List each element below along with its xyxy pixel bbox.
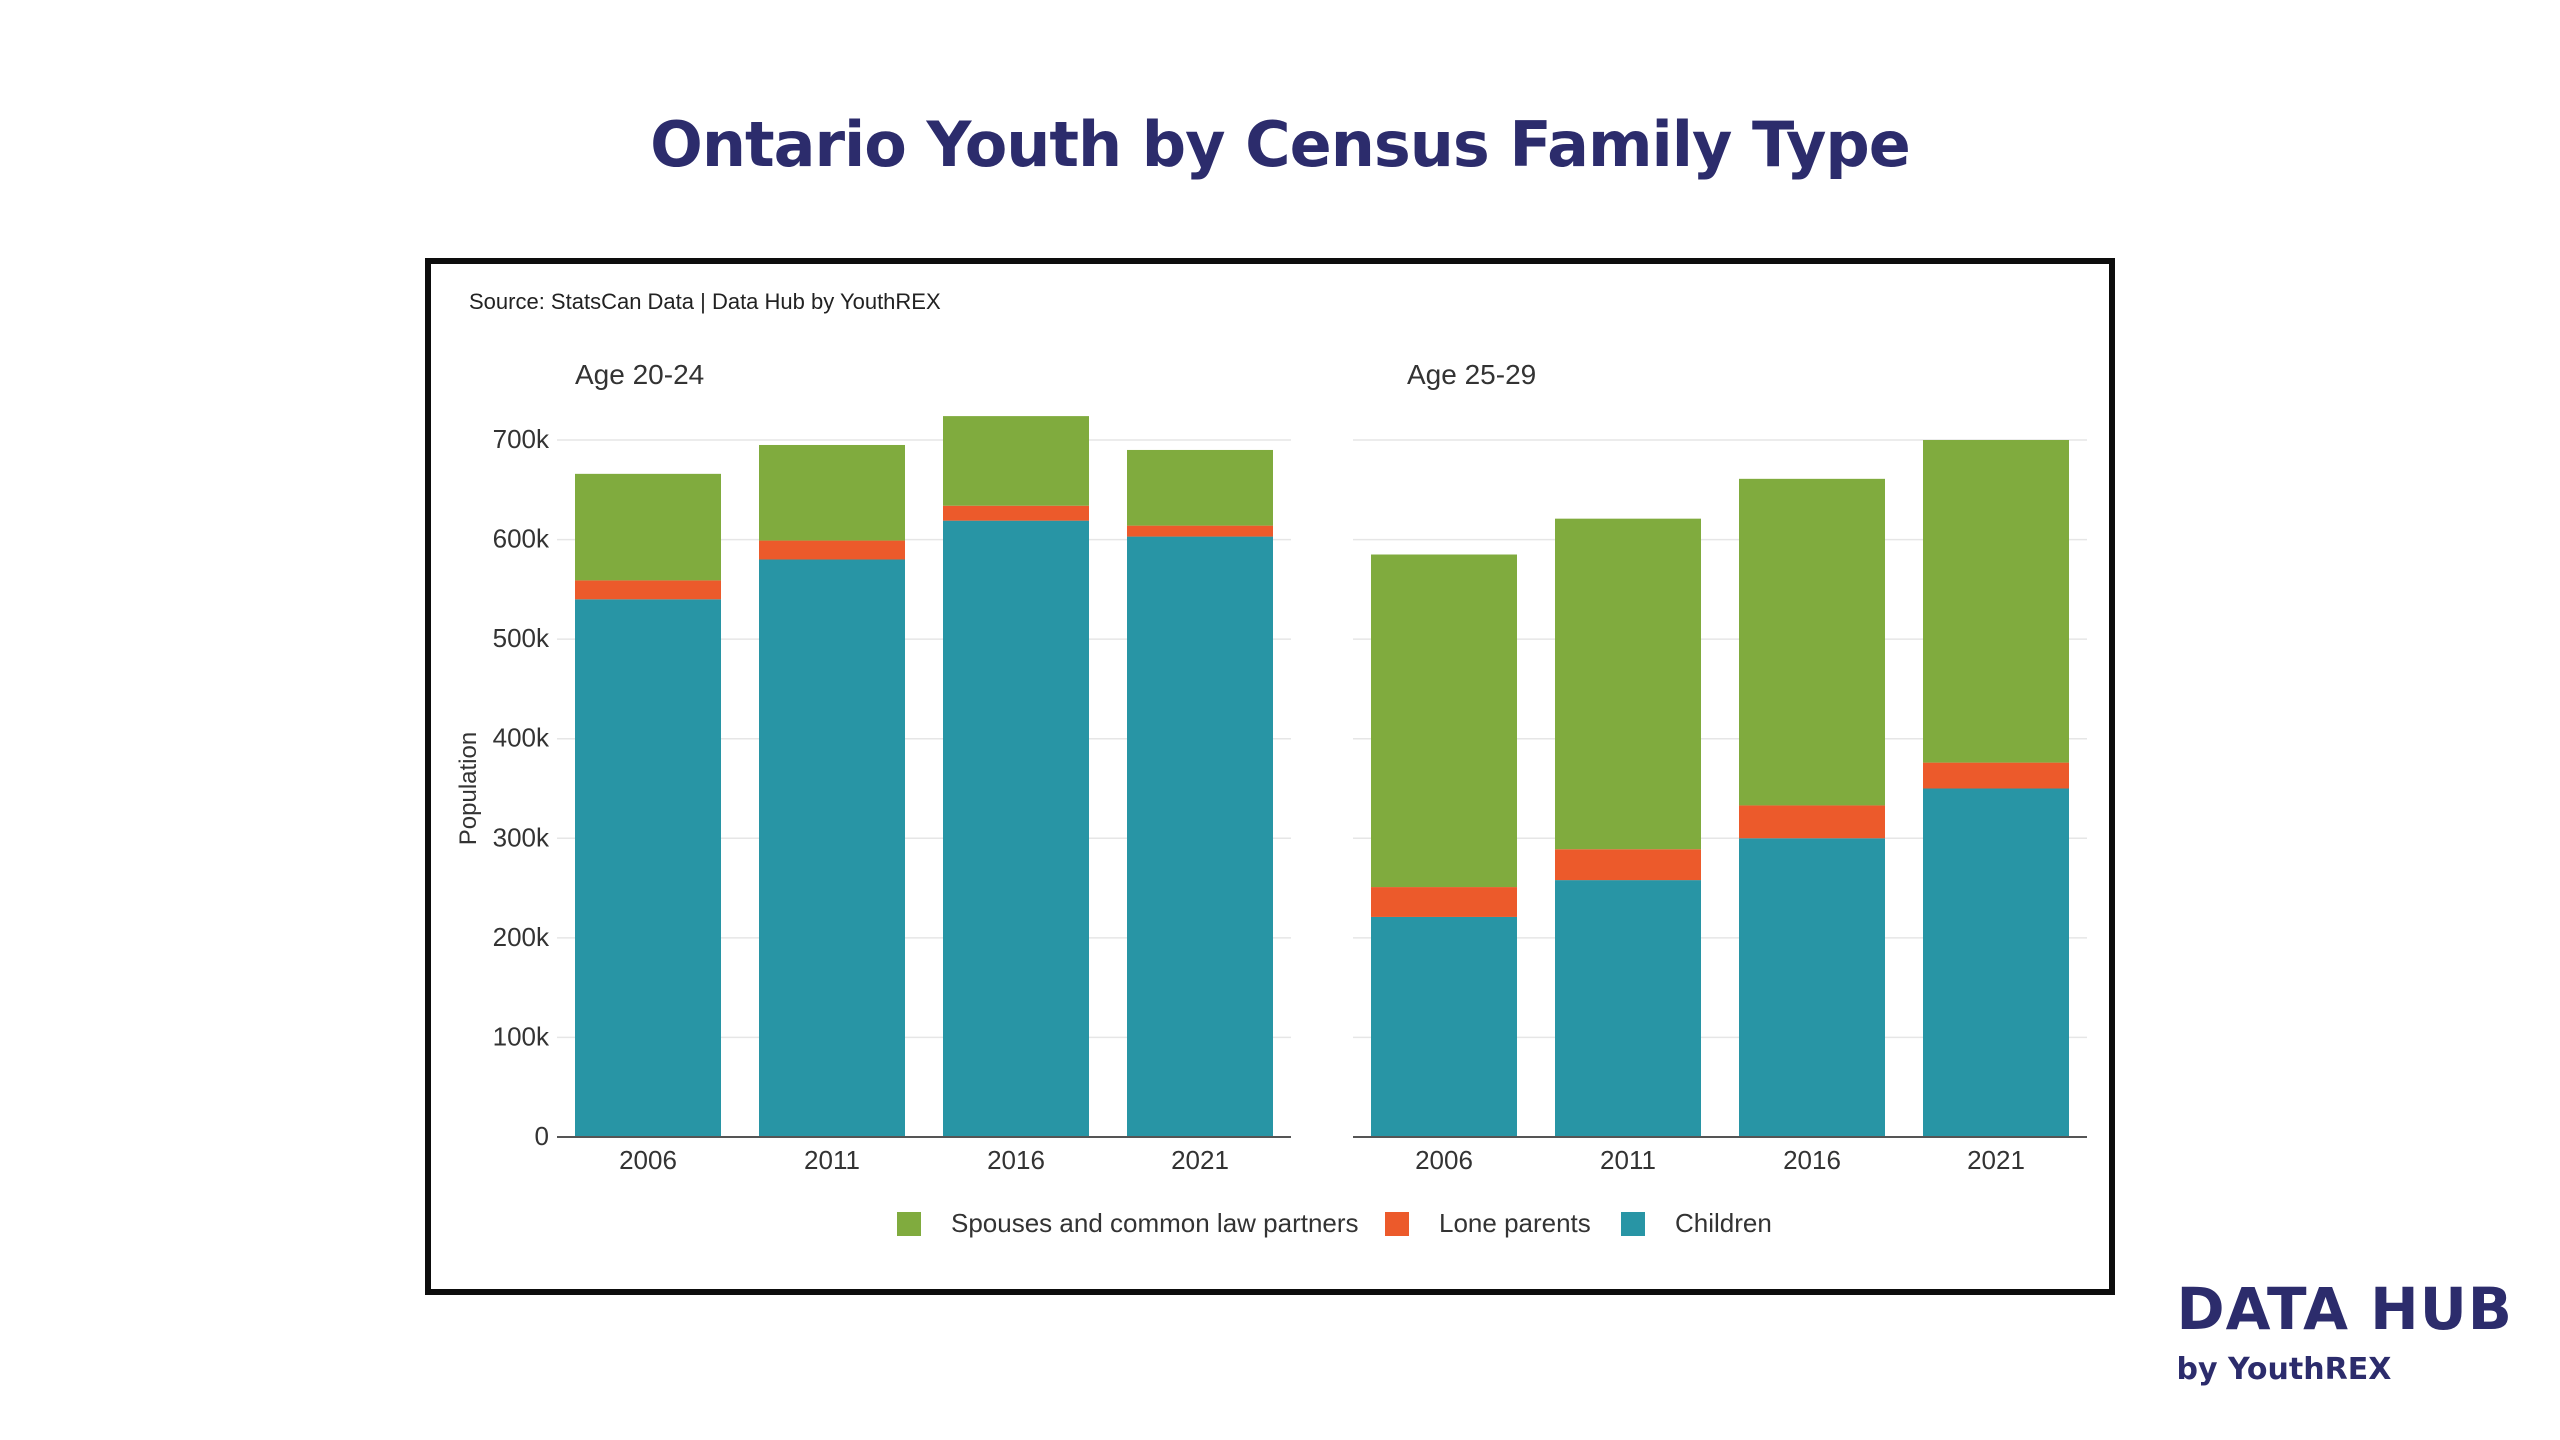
bar-segment-lone-parents xyxy=(1739,805,1885,839)
panel-label: Age 20-24 xyxy=(575,359,704,390)
bar-segment-spouses-and-common-law-partners xyxy=(1923,440,2069,763)
y-axis-label: Population xyxy=(455,732,482,845)
x-tick-label: 2016 xyxy=(987,1145,1045,1175)
y-tick-label: 100k xyxy=(493,1021,550,1051)
legend-swatch xyxy=(897,1212,921,1236)
bar-segment-lone-parents xyxy=(1371,887,1517,917)
legend-swatch xyxy=(1621,1212,1645,1236)
bar-segment-lone-parents xyxy=(1127,525,1273,537)
bar-segment-spouses-and-common-law-partners xyxy=(1127,449,1273,526)
x-tick-label: 2021 xyxy=(1171,1145,1229,1175)
y-tick-label: 0 xyxy=(535,1121,549,1151)
legend-swatch xyxy=(1385,1212,1409,1236)
brand-subtitle: by YouthREX xyxy=(2176,1352,2392,1387)
bar-segment-lone-parents xyxy=(575,580,721,600)
bar-segment-spouses-and-common-law-partners xyxy=(1371,554,1517,888)
y-tick-label: 700k xyxy=(493,424,550,454)
bar-segment-children xyxy=(759,559,905,1137)
y-tick-label: 400k xyxy=(493,723,550,753)
bar-segment-lone-parents xyxy=(943,505,1089,521)
x-tick-label: 2016 xyxy=(1783,1145,1841,1175)
y-tick-label: 300k xyxy=(493,822,550,852)
page-title: Ontario Youth by Census Family Type xyxy=(650,108,1911,181)
bar-segment-children xyxy=(943,520,1089,1137)
bar-segment-children xyxy=(575,599,721,1137)
bar-segment-spouses-and-common-law-partners xyxy=(943,416,1089,506)
bar-segment-children xyxy=(1555,880,1701,1137)
legend-label: Children xyxy=(1675,1208,1772,1238)
bar-segment-spouses-and-common-law-partners xyxy=(759,444,905,541)
brand-name: DATA HUB xyxy=(2176,1275,2513,1343)
chart-frame: Source: StatsCan Data | Data Hub by Yout… xyxy=(425,258,2115,1295)
bar-segment-lone-parents xyxy=(1555,849,1701,881)
bar-segment-children xyxy=(1739,838,1885,1137)
y-tick-label: 600k xyxy=(493,524,550,554)
y-tick-label: 200k xyxy=(493,922,550,952)
legend-label: Spouses and common law partners xyxy=(951,1208,1359,1238)
stacked-bar-chart: Source: StatsCan Data | Data Hub by Yout… xyxy=(455,289,2087,1238)
x-tick-label: 2011 xyxy=(804,1145,860,1175)
bar-segment-spouses-and-common-law-partners xyxy=(1739,478,1885,806)
x-tick-label: 2006 xyxy=(1415,1145,1473,1175)
bar-segment-children xyxy=(1127,536,1273,1137)
legend-label: Lone parents xyxy=(1439,1208,1591,1238)
bar-segment-children xyxy=(1923,788,2069,1137)
bar-segment-lone-parents xyxy=(1923,762,2069,789)
panel-label: Age 25-29 xyxy=(1407,359,1536,390)
x-tick-label: 2011 xyxy=(1600,1145,1656,1175)
chart-source: Source: StatsCan Data | Data Hub by Yout… xyxy=(469,289,941,314)
bar-segment-children xyxy=(1371,916,1517,1137)
bar-segment-lone-parents xyxy=(759,540,905,560)
y-tick-label: 500k xyxy=(493,623,550,653)
x-tick-label: 2006 xyxy=(619,1145,677,1175)
bar-segment-spouses-and-common-law-partners xyxy=(1555,518,1701,850)
brand-logo: DATA HUB by YouthREX xyxy=(2176,1280,2513,1387)
bar-segment-spouses-and-common-law-partners xyxy=(575,473,721,581)
x-tick-label: 2021 xyxy=(1967,1145,2025,1175)
